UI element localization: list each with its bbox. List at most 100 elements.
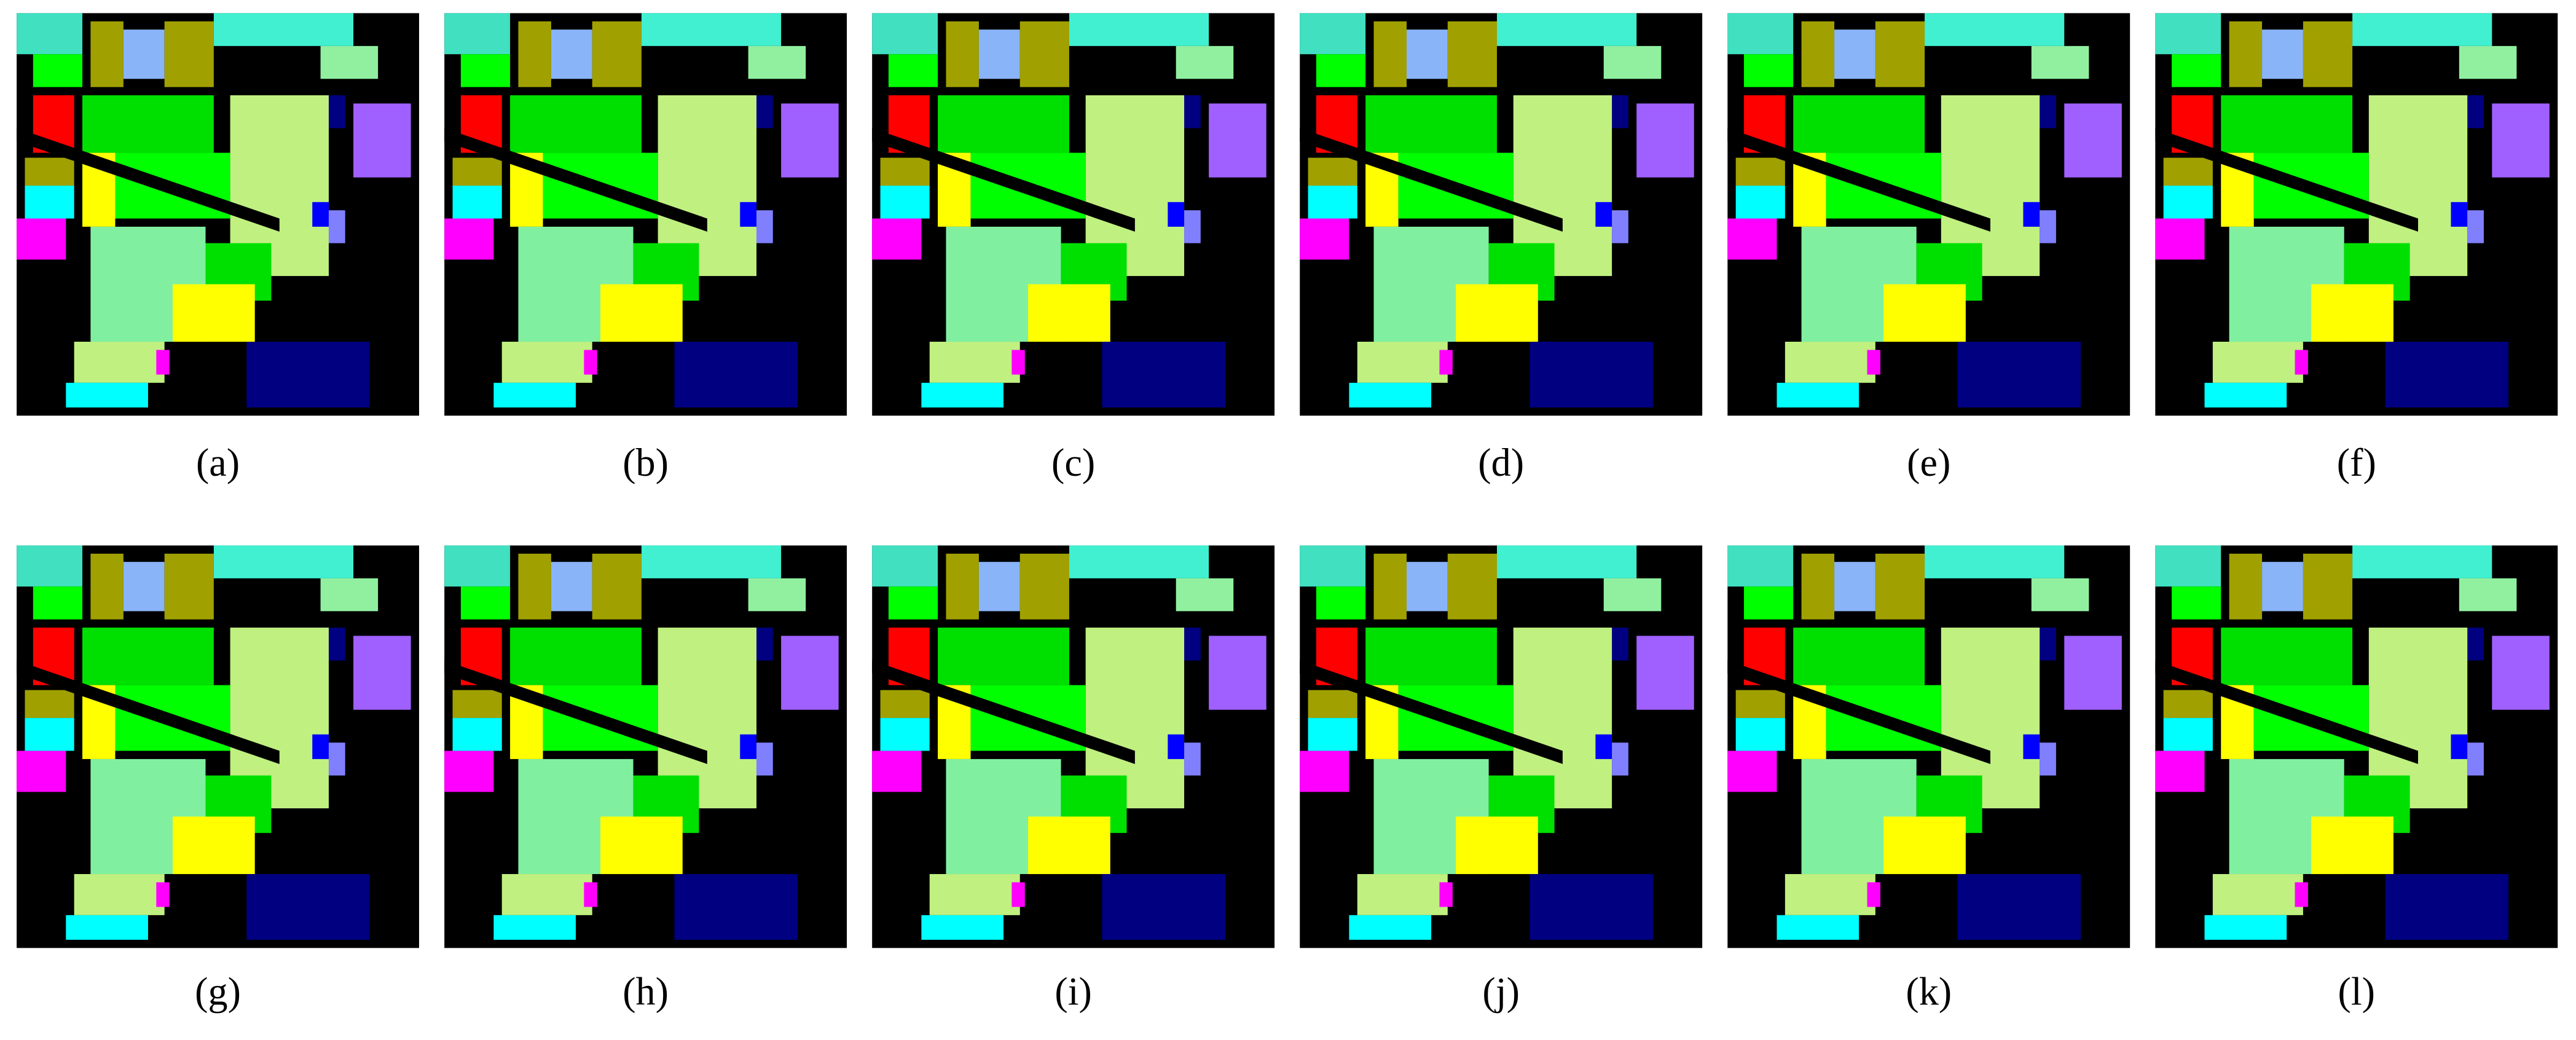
map-region <box>2064 103 2122 178</box>
map-region <box>312 734 329 759</box>
map-region <box>213 545 354 578</box>
map-region <box>2155 218 2205 260</box>
map-region <box>600 816 683 875</box>
map-region <box>2385 341 2509 408</box>
classification-map <box>17 545 419 948</box>
map-region <box>2451 202 2468 227</box>
map-region <box>880 718 930 751</box>
map-region <box>2467 743 2484 776</box>
map-region <box>1028 816 1110 875</box>
panel-label: (h) <box>622 970 669 1014</box>
map-region <box>2212 874 2303 915</box>
map-region <box>2023 734 2040 759</box>
classification-map <box>1727 13 2130 416</box>
map-region <box>123 30 165 79</box>
map-region <box>444 13 511 55</box>
map-region <box>1636 103 1694 178</box>
map-region <box>921 915 1004 940</box>
panel-label: (a) <box>196 441 240 484</box>
map-region <box>1176 45 1234 79</box>
map-region <box>1456 816 1538 875</box>
map-region <box>872 13 938 55</box>
map-region <box>2031 45 2089 79</box>
map-region <box>1209 636 1266 710</box>
map-region <box>2303 21 2353 87</box>
map-region <box>2172 586 2221 620</box>
map-region <box>493 382 576 408</box>
map-region <box>781 103 839 178</box>
map-region <box>1102 874 1225 940</box>
map-region <box>1867 350 1880 375</box>
map-region <box>674 341 798 408</box>
map-region <box>444 218 494 260</box>
map-region <box>584 350 597 375</box>
map-region <box>1612 743 1628 776</box>
map-region <box>1744 54 1794 87</box>
map-region <box>1595 202 1612 227</box>
map-region <box>888 54 938 87</box>
map-region <box>2212 341 2303 383</box>
map-region <box>1316 54 1366 87</box>
map-region <box>1373 553 1407 620</box>
map-region <box>25 718 74 751</box>
map-region <box>1069 545 1209 578</box>
map-region <box>90 21 124 87</box>
map-region <box>452 157 502 186</box>
map-region <box>25 157 74 186</box>
map-region <box>444 545 511 587</box>
map-region <box>156 882 170 907</box>
map-region <box>584 882 597 907</box>
map-region <box>2204 382 2287 408</box>
map-region <box>1957 341 2081 408</box>
map-region <box>740 202 757 227</box>
map-region <box>17 545 83 587</box>
map-region <box>518 553 551 620</box>
map-region <box>1925 545 2065 578</box>
map-region <box>1406 30 1448 79</box>
map-road <box>1300 128 1563 232</box>
map-region <box>460 586 511 620</box>
map-region <box>123 562 165 612</box>
map-region <box>17 750 66 792</box>
map-region <box>2155 13 2221 55</box>
panel-label: (g) <box>195 970 241 1014</box>
map-region <box>452 718 502 751</box>
map-region <box>518 21 551 87</box>
map-region <box>641 13 782 46</box>
map-region <box>2352 545 2492 578</box>
map-region <box>1308 690 1357 719</box>
map-road <box>444 660 707 764</box>
map-region <box>1011 350 1025 375</box>
map-region <box>1357 874 1448 915</box>
map-region <box>2163 690 2213 719</box>
map-region <box>82 95 214 153</box>
map-region <box>1069 13 1209 46</box>
map-region <box>1801 21 1835 87</box>
map-region <box>2031 578 2089 612</box>
map-region <box>740 734 757 759</box>
map-region <box>510 95 642 153</box>
map-road <box>2155 128 2419 232</box>
map-region <box>33 54 83 87</box>
map-region <box>493 915 576 940</box>
map-region <box>2163 186 2213 219</box>
map-region <box>2229 21 2263 87</box>
panel-label: (e) <box>1907 441 1950 484</box>
map-region <box>452 690 502 719</box>
map-region <box>2385 874 2509 940</box>
map-region <box>2492 103 2550 178</box>
map-region <box>1300 750 1349 792</box>
map-region <box>592 553 642 620</box>
map-region <box>1957 874 2081 940</box>
map-region <box>1735 157 1785 186</box>
map-region <box>2303 553 2353 620</box>
map-road <box>17 660 280 764</box>
map-region <box>2295 882 2308 907</box>
classification-map <box>2155 13 2558 416</box>
classification-map <box>872 545 1275 948</box>
map-region <box>1530 874 1653 940</box>
map-region <box>164 553 214 620</box>
map-region <box>1316 586 1366 620</box>
map-region <box>2311 284 2393 342</box>
map-region <box>444 750 494 792</box>
